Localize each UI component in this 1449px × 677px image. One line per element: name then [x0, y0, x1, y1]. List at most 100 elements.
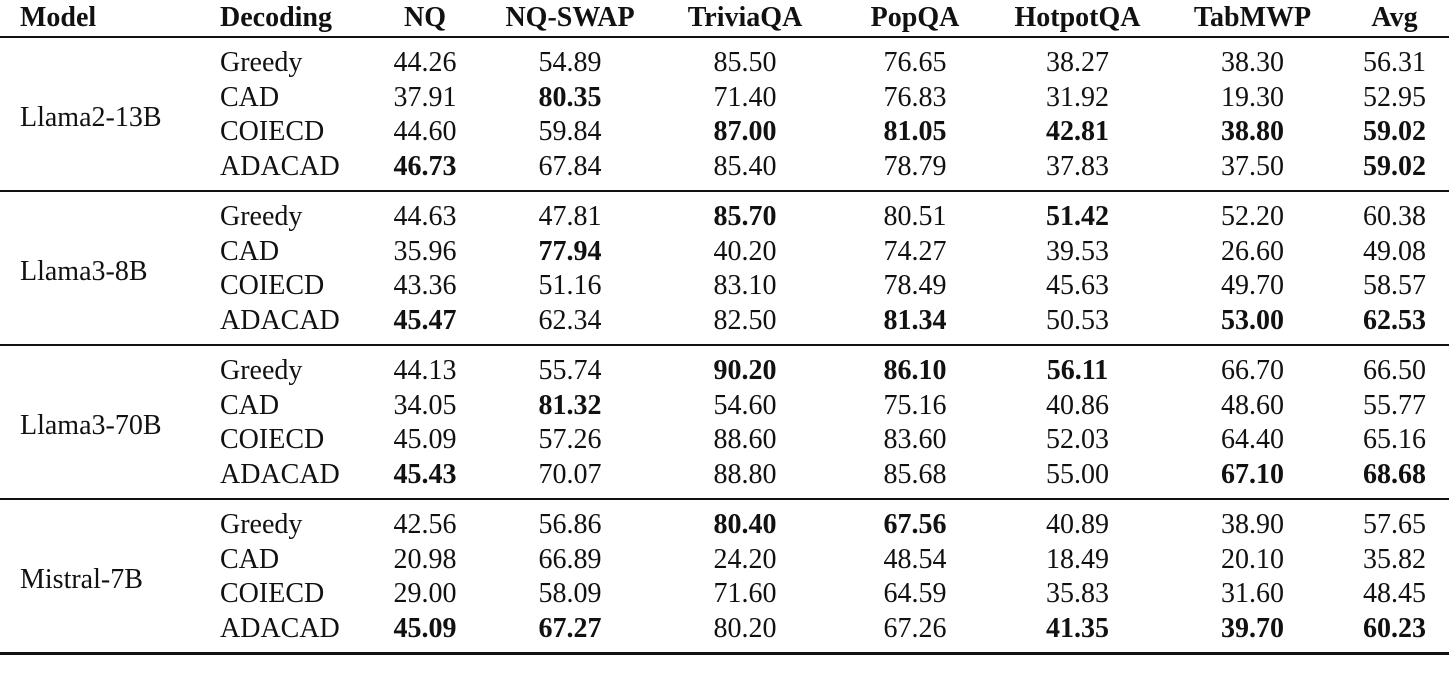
score-cell: 67.84: [538, 150, 602, 182]
score-cell: 42.81: [1046, 116, 1109, 147]
model-name: Mistral-7B: [20, 563, 143, 595]
score-cell: 40.89: [1046, 509, 1109, 540]
decoding-method: CAD: [220, 81, 280, 113]
score-cell: 78.79: [883, 150, 947, 182]
decoding-method: Greedy: [220, 355, 303, 386]
score-cell: 40.86: [1046, 389, 1109, 421]
table-row: COIECD 44.60 59.84 87.00 81.05 42.81 38.80 59.0…: [0, 115, 1449, 150]
decoding-method: ADACAD: [220, 458, 340, 490]
score-cell: 51.42: [1046, 201, 1109, 232]
score-cell: 44.63: [393, 201, 457, 232]
header-row: Model Decoding NQ NQ-SWAP TriviaQA PopQA…: [0, 0, 1449, 37]
decoding-method: COIECD: [220, 270, 325, 301]
score-cell: 59.84: [538, 116, 602, 147]
score-cell: 85.40: [713, 150, 777, 182]
score-cell: 80.40: [713, 509, 777, 540]
decoding-method: CAD: [220, 389, 280, 421]
header-decoding: Decoding: [220, 1, 332, 33]
score-cell: 80.51: [883, 201, 947, 232]
score-cell: 47.81: [538, 201, 602, 232]
score-cell: 45.43: [393, 458, 457, 490]
score-cell: 19.30: [1221, 81, 1284, 113]
score-cell: 66.50: [1363, 355, 1426, 386]
decoding-method: COIECD: [220, 424, 325, 455]
score-cell: 62.34: [538, 304, 602, 336]
model-group: Llama3-8B Greedy 44.63 47.81 85.70 80.51 51.42…: [0, 191, 1449, 345]
score-cell: 65.16: [1363, 424, 1426, 455]
score-cell: 90.20: [713, 355, 777, 386]
score-cell: 56.31: [1363, 47, 1426, 78]
score-cell: 85.70: [713, 201, 777, 232]
score-cell: 45.63: [1046, 270, 1109, 301]
header-tabmwp: TabMWP: [1193, 1, 1312, 33]
score-cell: 48.45: [1363, 578, 1426, 609]
score-cell: 37.91: [393, 81, 457, 113]
score-cell: 44.26: [393, 47, 457, 78]
model-group: Llama3-70B Greedy 44.13 55.74 90.20 86.10 56.1…: [0, 345, 1449, 499]
score-cell: 77.94: [538, 235, 602, 267]
score-cell: 67.27: [538, 612, 602, 644]
table-row: ADACAD 45.43 70.07 88.80 85.68 55.00 67.10 68.6…: [0, 458, 1449, 500]
score-cell: 34.05: [393, 389, 457, 421]
table-row: COIECD 45.09 57.26 88.60 83.60 52.03 64.40 65.1…: [0, 423, 1449, 458]
score-cell: 58.09: [538, 578, 602, 609]
score-cell: 81.32: [538, 389, 602, 421]
score-cell: 55.00: [1046, 458, 1109, 490]
score-cell: 54.89: [538, 47, 602, 78]
score-cell: 48.60: [1221, 389, 1284, 421]
score-cell: 64.59: [883, 578, 947, 609]
score-cell: 80.35: [538, 81, 602, 113]
table-header: Model Decoding NQ NQ-SWAP TriviaQA PopQA…: [0, 0, 1449, 37]
score-cell: 45.09: [393, 424, 457, 455]
score-cell: 56.11: [1046, 355, 1109, 386]
table-row: Llama2-13B Greedy 44.26 54.89 85.50 76.65 38.2…: [0, 37, 1449, 133]
score-cell: 39.70: [1221, 612, 1284, 644]
score-cell: 49.70: [1221, 270, 1284, 301]
score-cell: 55.77: [1363, 389, 1426, 421]
decoding-method: CAD: [220, 235, 280, 267]
score-cell: 45.09: [393, 612, 457, 644]
score-cell: 20.10: [1221, 543, 1284, 575]
score-cell: 26.60: [1221, 235, 1284, 267]
score-cell: 64.40: [1221, 424, 1284, 455]
model-group: Llama2-13B Greedy 44.26 54.89 85.50 76.65 38.2…: [0, 37, 1449, 191]
table-row: ADACAD 45.47 62.34 82.50 81.34 50.53 53.00 62.5…: [0, 304, 1449, 346]
table-row: Llama3-70B Greedy 44.13 55.74 90.20 86.10 56.1…: [0, 345, 1449, 441]
model-name: Llama3-8B: [20, 255, 148, 287]
score-cell: 37.50: [1221, 150, 1284, 182]
score-cell: 31.92: [1046, 81, 1109, 113]
score-cell: 81.34: [883, 304, 947, 336]
results-table: Model Decoding NQ NQ-SWAP TriviaQA PopQA…: [0, 0, 1449, 654]
header-popqa: PopQA: [870, 1, 960, 33]
score-cell: 88.60: [713, 424, 777, 455]
score-cell: 20.98: [393, 543, 457, 575]
table-row: CAD 37.91 80.35 71.40 76.83 31.92 19.30 52.95: [0, 81, 1449, 116]
header-nq-swap: NQ-SWAP: [505, 1, 635, 33]
score-cell: 50.53: [1046, 304, 1109, 336]
score-cell: 57.26: [538, 424, 602, 455]
score-cell: 44.13: [393, 355, 457, 386]
table-row: COIECD 29.00 58.09 71.60 64.59 35.83 31.60 48.4…: [0, 577, 1449, 612]
score-cell: 83.60: [883, 424, 947, 455]
score-cell: 76.65: [883, 47, 947, 78]
score-cell: 53.00: [1221, 304, 1284, 336]
score-cell: 38.30: [1221, 47, 1284, 78]
score-cell: 49.08: [1363, 235, 1426, 267]
score-cell: 35.83: [1046, 578, 1109, 609]
score-cell: 39.53: [1046, 235, 1109, 267]
score-cell: 60.23: [1363, 612, 1426, 644]
score-cell: 76.83: [883, 81, 947, 113]
score-cell: 56.86: [538, 509, 602, 540]
table-row: CAD 20.98 66.89 24.20 48.54 18.49 20.10 35.82: [0, 543, 1449, 578]
score-cell: 57.65: [1363, 509, 1426, 540]
score-cell: 31.60: [1221, 578, 1284, 609]
score-cell: 52.95: [1363, 81, 1426, 113]
score-cell: 74.27: [883, 235, 947, 267]
header-triviaqa: TriviaQA: [687, 1, 803, 33]
score-cell: 71.40: [713, 81, 777, 113]
score-cell: 71.60: [713, 578, 777, 609]
model-group: Mistral-7B Greedy 42.56 56.86 80.40 67.56 40.8…: [0, 499, 1449, 654]
score-cell: 55.74: [538, 355, 602, 386]
score-cell: 43.36: [393, 270, 457, 301]
score-cell: 35.82: [1363, 543, 1426, 575]
